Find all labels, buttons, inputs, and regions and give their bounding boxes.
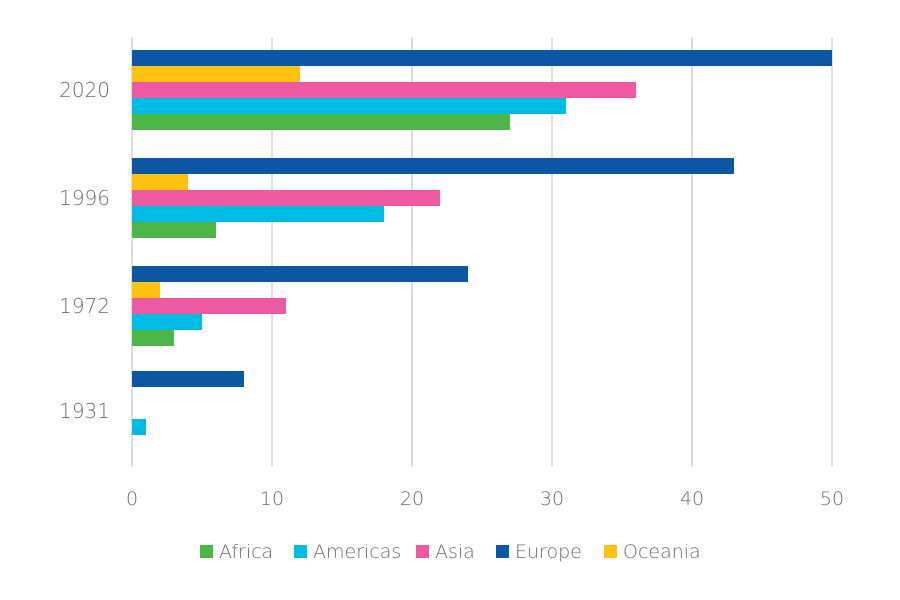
legend-swatch: [496, 545, 509, 558]
x-tick-label: 0: [126, 488, 138, 510]
bar-europe-1931: [132, 371, 244, 387]
legend-label: Oceania: [623, 541, 701, 563]
bar-africa-1972: [132, 330, 174, 346]
legend-label: Africa: [219, 541, 273, 563]
legend-swatch: [200, 545, 213, 558]
bar-group-1996: [132, 158, 734, 238]
legend-item-africa: Africa: [200, 541, 273, 563]
category-label-1996: 1996: [59, 186, 110, 210]
category-label-1931: 1931: [59, 399, 110, 423]
bar-group-2020: [132, 50, 832, 130]
bar-americas-1972: [132, 314, 202, 330]
legend-item-americas: Americas: [294, 541, 401, 563]
x-tick-label: 40: [680, 488, 704, 510]
bar-africa-2020: [132, 114, 510, 130]
x-axis-ticks: 0 10 20 30 40 50: [126, 488, 844, 510]
bar-americas-1931: [132, 419, 146, 435]
legend-item-oceania: Oceania: [604, 541, 701, 563]
x-tick-label: 50: [820, 488, 844, 510]
legend-swatch: [294, 545, 307, 558]
bar-oceania-1972: [132, 282, 160, 298]
legend: Africa Americas Asia Europe Oceania: [200, 541, 701, 563]
y-axis-categories: 2020 1996 1972 1931: [59, 78, 110, 423]
x-tick-label: 10: [260, 488, 284, 510]
x-tick-label: 30: [540, 488, 564, 510]
legend-label: Americas: [313, 541, 401, 563]
category-label-2020: 2020: [59, 78, 110, 102]
legend-label: Asia: [435, 541, 475, 563]
bar-europe-1972: [132, 266, 468, 282]
bar-europe-1996: [132, 158, 734, 174]
bar-oceania-2020: [132, 66, 300, 82]
legend-swatch: [604, 545, 617, 558]
bar-oceania-1996: [132, 174, 188, 190]
bar-asia-1996: [132, 190, 440, 206]
x-tick-label: 20: [400, 488, 424, 510]
bar-group-1972: [132, 266, 468, 346]
bar-asia-2020: [132, 82, 636, 98]
legend-item-asia: Asia: [416, 541, 475, 563]
bars-layer: [132, 50, 832, 435]
bar-asia-1972: [132, 298, 286, 314]
category-label-1972: 1972: [59, 294, 110, 318]
bar-group-1931: [132, 371, 244, 435]
bar-americas-2020: [132, 98, 566, 114]
legend-swatch: [416, 545, 429, 558]
bar-europe-2020: [132, 50, 832, 66]
bar-africa-1996: [132, 222, 216, 238]
bar-americas-1996: [132, 206, 384, 222]
legend-item-europe: Europe: [496, 541, 582, 563]
legend-label: Europe: [515, 541, 582, 563]
